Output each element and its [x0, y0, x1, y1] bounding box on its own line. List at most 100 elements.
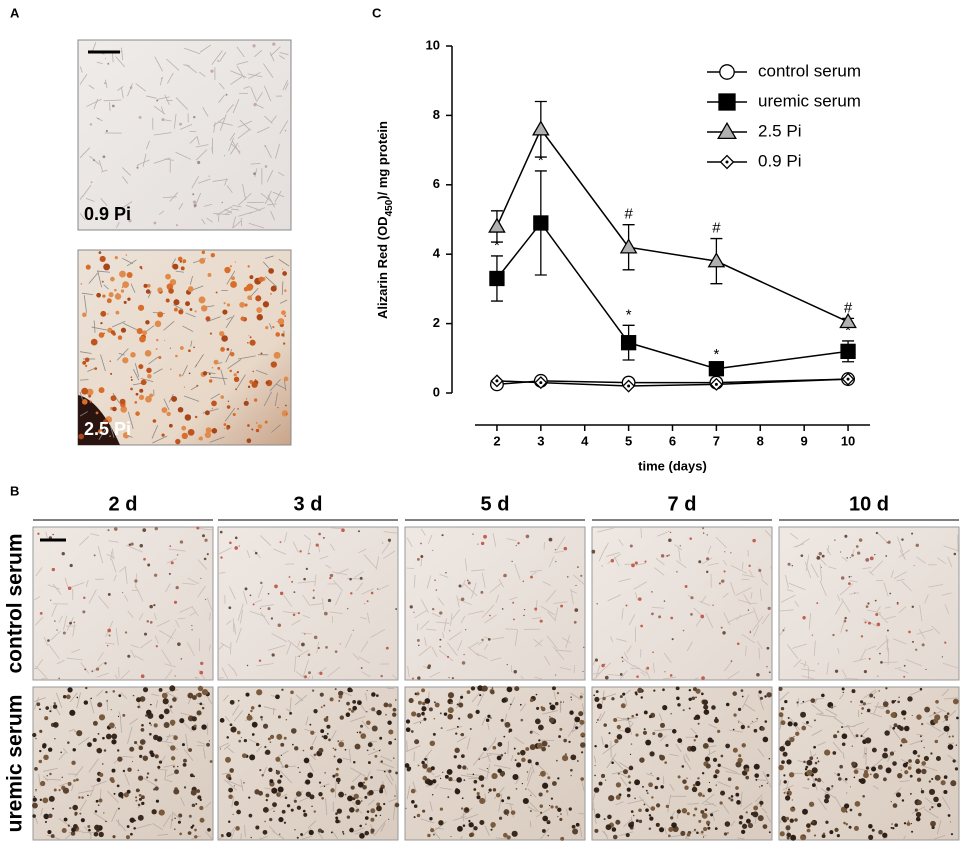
cell-strand [303, 534, 311, 541]
cell-strand [91, 326, 109, 331]
cell-deposit [223, 302, 226, 305]
cell-deposit [684, 785, 689, 790]
cell-deposit [864, 621, 867, 624]
cell-deposit [172, 765, 175, 768]
cell-deposit [868, 657, 871, 660]
cell-deposit [753, 763, 760, 770]
cell-deposit [705, 820, 711, 825]
cell-deposit [336, 808, 343, 814]
cell-deposit [441, 534, 444, 537]
cell-strand [175, 270, 184, 273]
cell-strand [947, 742, 955, 745]
cell-deposit [813, 745, 816, 749]
cell-strand [354, 571, 364, 578]
cell-deposit [204, 431, 212, 439]
cell-strand [331, 830, 339, 840]
cell-strand [599, 711, 606, 722]
cell-deposit [630, 743, 633, 745]
cell-deposit [566, 575, 569, 578]
cell-deposit [302, 749, 305, 752]
cell-strand [542, 710, 558, 715]
cell-deposit [858, 812, 862, 817]
cell-deposit [697, 792, 703, 797]
cell-strand [173, 113, 177, 129]
cell-deposit [895, 792, 902, 798]
cell-strand [225, 314, 235, 328]
cell-deposit [124, 631, 128, 634]
cell-deposit [154, 786, 159, 791]
cell-strand [279, 769, 293, 784]
cell-strand [802, 722, 813, 728]
cell-deposit [78, 796, 81, 799]
cell-deposit [753, 728, 758, 733]
cell-deposit [171, 396, 178, 402]
cell-deposit [304, 675, 307, 679]
cell-deposit [732, 728, 735, 731]
cell-deposit [573, 620, 577, 624]
cell-strand [942, 710, 957, 723]
cell-deposit [877, 764, 883, 770]
cell-deposit [97, 429, 103, 434]
cell-strand [269, 323, 273, 330]
cell-deposit [359, 824, 363, 828]
micrograph [217, 526, 399, 681]
cell-deposit [690, 745, 697, 752]
cell-strand [467, 646, 480, 657]
cell-deposit [627, 775, 631, 778]
cell-strand [947, 754, 959, 763]
cell-strand [230, 142, 239, 155]
cell-strand [414, 610, 427, 619]
cell-deposit [467, 581, 471, 585]
cell-deposit [943, 725, 950, 732]
column-header: 3 d [294, 493, 323, 515]
cell-deposit [472, 773, 475, 776]
cell-strand [811, 775, 818, 791]
cell-deposit [841, 733, 848, 740]
cell-deposit [510, 703, 512, 706]
cell-deposit [95, 411, 99, 415]
cell-strand [471, 569, 485, 572]
cell-deposit [574, 716, 581, 723]
cell-deposit [651, 612, 654, 616]
cell-deposit [766, 646, 770, 650]
cell-deposit [104, 662, 107, 665]
cell-deposit [61, 776, 63, 779]
cell-strand [839, 583, 854, 596]
cell-strand [553, 691, 557, 700]
cell-deposit [92, 159, 95, 162]
cell-deposit [427, 664, 432, 668]
cell-deposit [752, 811, 759, 818]
cell-deposit [800, 834, 807, 841]
cell-strand [898, 668, 909, 674]
cell-strand [607, 553, 621, 564]
cell-deposit [682, 629, 685, 632]
cell-strand [789, 532, 799, 540]
cell-strand [116, 348, 129, 361]
cell-strand [126, 259, 137, 267]
cell-deposit [562, 701, 564, 703]
cell-strand [168, 548, 186, 552]
cell-deposit [413, 816, 416, 819]
cell-strand [59, 782, 70, 787]
cell-deposit [723, 832, 728, 836]
cell-strand [221, 667, 229, 680]
point [840, 343, 856, 360]
cell-strand [279, 52, 289, 56]
cell-deposit [51, 567, 56, 572]
cell-deposit [570, 768, 573, 772]
cell-deposit [255, 295, 262, 302]
cell-deposit [432, 607, 435, 611]
cell-deposit [527, 759, 532, 764]
cell-deposit [469, 727, 472, 731]
cell-deposit [591, 549, 596, 554]
cell-deposit [250, 836, 252, 839]
cell-deposit [526, 771, 529, 773]
cell-deposit [122, 713, 126, 717]
cell-deposit [395, 608, 398, 611]
cell-deposit [323, 717, 329, 723]
x-tick-label: 4 [581, 433, 589, 448]
cell-deposit [529, 744, 536, 751]
cell-deposit [238, 145, 240, 147]
cell-strand [259, 535, 272, 546]
cell-deposit [346, 701, 350, 706]
